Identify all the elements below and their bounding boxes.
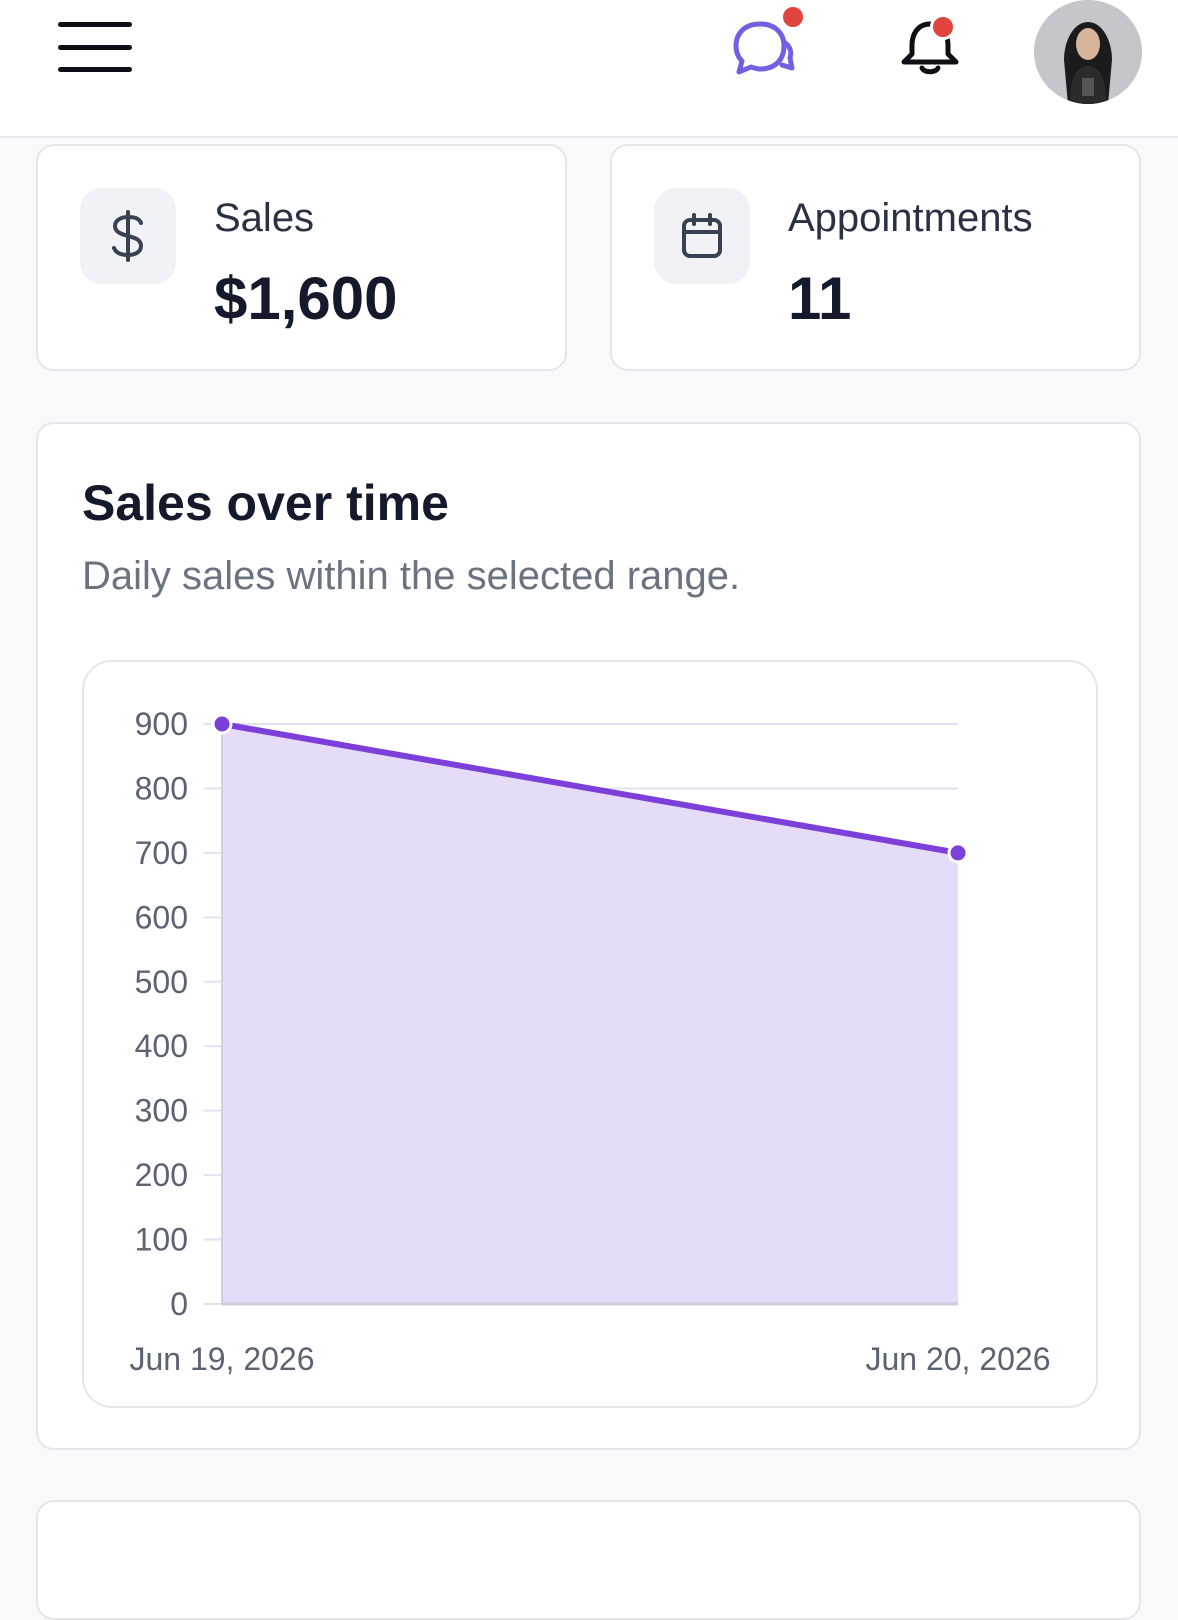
next-card: [36, 1500, 1141, 1620]
series-line: [219, 721, 961, 856]
chart-title: Sales over time: [82, 475, 449, 531]
hamburger-menu-icon[interactable]: [58, 22, 132, 72]
user-avatar[interactable]: [1034, 0, 1142, 104]
appointments-stat-card: Appointments 11: [610, 144, 1141, 371]
appointments-value: 11: [788, 265, 852, 332]
y-tick-label: 0: [170, 1286, 188, 1322]
chart-container: 0 100 200 300 400 500 600 700 800 900 Jun 19, 2026…: [82, 660, 1098, 1408]
sales-stat-card: Sales $1,600: [36, 144, 567, 371]
area-fill: [222, 724, 958, 1304]
sales-area-chart: 0 100 200 300 400 500 600 700 800 900 Jun 19, 2026…: [129, 706, 1050, 1377]
y-tick-label: 700: [135, 835, 188, 871]
sales-label: Sales: [214, 196, 315, 240]
y-tick-label: 900: [135, 706, 188, 742]
dollar-icon: [80, 188, 176, 284]
sales-value: $1,600: [214, 265, 398, 332]
appointments-label: Appointments: [788, 196, 1033, 240]
data-point: [211, 713, 233, 735]
y-tick-label: 500: [135, 964, 188, 1000]
y-tick-label: 800: [135, 770, 188, 806]
y-tick-label: 100: [135, 1222, 188, 1258]
x-tick-label: Jun 20, 2026: [865, 1341, 1050, 1377]
sales-chart-card: Sales over time Daily sales within the s…: [36, 422, 1141, 1450]
chat-bubbles-icon[interactable]: [730, 4, 806, 80]
calendar-icon: [654, 188, 750, 284]
x-tick-label: Jun 19, 2026: [129, 1341, 314, 1377]
top-bar: [0, 0, 1178, 138]
chat-notification-badge: [780, 4, 806, 30]
data-point: [947, 842, 969, 864]
bell-notification-badge: [930, 14, 956, 40]
bell-icon[interactable]: [898, 14, 962, 78]
chart-subtitle: Daily sales within the selected range.: [82, 554, 741, 598]
y-tick-label: 300: [135, 1093, 188, 1129]
y-tick-label: 600: [135, 899, 188, 935]
y-tick-label: 400: [135, 1028, 188, 1064]
y-tick-label: 200: [135, 1157, 188, 1193]
